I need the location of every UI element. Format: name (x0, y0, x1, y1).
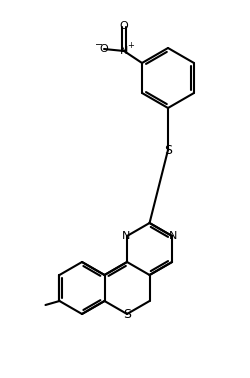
Text: N: N (169, 231, 177, 241)
Text: S: S (123, 307, 131, 321)
Text: N: N (122, 231, 130, 241)
Text: +: + (128, 40, 134, 50)
Text: O: O (100, 44, 108, 54)
Text: O: O (120, 21, 128, 31)
Text: S: S (164, 144, 172, 156)
Text: −: − (95, 40, 103, 50)
Text: N: N (120, 46, 128, 56)
